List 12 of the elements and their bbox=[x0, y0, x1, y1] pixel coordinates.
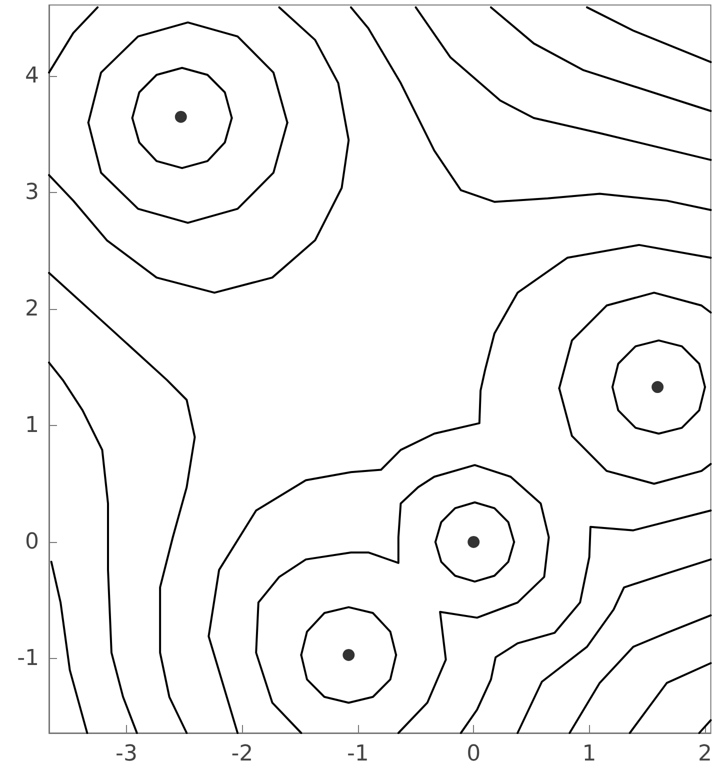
x-tick-label: 1 bbox=[582, 742, 596, 766]
y-tick-label: 0 bbox=[25, 529, 39, 554]
x-tick-label: 2 bbox=[698, 742, 712, 766]
x-tick-label: 0 bbox=[466, 742, 481, 766]
y-tick-label: 2 bbox=[25, 296, 39, 322]
y-tick-label: 3 bbox=[25, 180, 39, 206]
x-tick-label: -1 bbox=[346, 742, 369, 766]
x-tick-label: -2 bbox=[231, 742, 254, 766]
y-tick-label: 1 bbox=[25, 412, 39, 438]
x-tick-label: -3 bbox=[116, 742, 138, 766]
y-tick-label: 4 bbox=[25, 64, 39, 89]
y-tick-label: -1 bbox=[17, 646, 39, 671]
